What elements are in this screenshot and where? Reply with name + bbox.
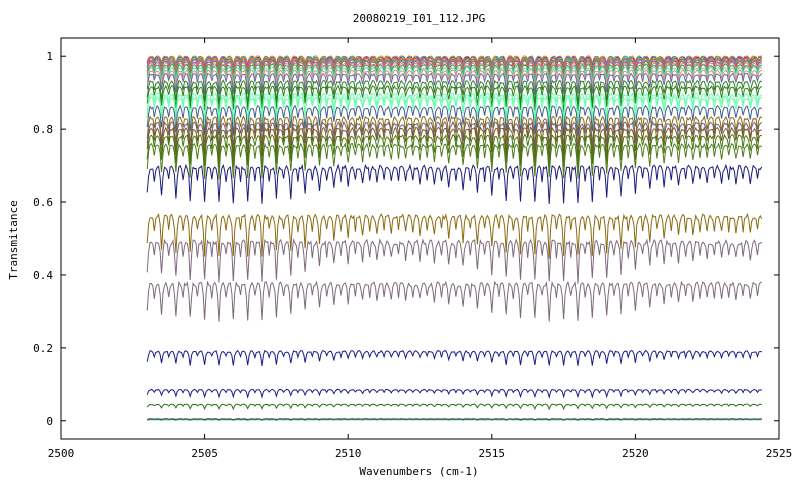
x-tick-label: 2520: [622, 447, 649, 460]
y-tick-label: 0.8: [33, 123, 53, 136]
spectrum-line: [146, 79, 763, 105]
spectrum-line: [146, 388, 762, 399]
spectrum-line: [146, 403, 762, 411]
spectrum-line: [146, 84, 763, 113]
spectrum-line: [147, 419, 762, 421]
spectrum-line: [146, 133, 762, 169]
spectrum-line: [146, 61, 763, 79]
x-tick-label: 2510: [335, 447, 362, 460]
y-tick-label: 0.6: [33, 196, 53, 209]
chart-title: 20080219_I01_112.JPG: [353, 12, 485, 25]
y-tick-label: 1: [46, 50, 53, 63]
spectrum-line: [146, 72, 763, 95]
spectrum-line: [146, 163, 763, 205]
spectrum-line: [146, 142, 763, 180]
spectrum-line: [146, 63, 763, 81]
y-tick-label: 0: [46, 415, 53, 428]
spectrum-line: [146, 95, 762, 125]
x-tick-label: 2505: [191, 447, 218, 460]
spectrum-line: [146, 57, 762, 71]
spectra-series: [146, 55, 763, 421]
spectrum-line: [146, 66, 763, 85]
x-axis-ticks: 2500 2505 2510 2515 2520 2525: [48, 38, 793, 460]
spectrum-line: [146, 104, 763, 136]
plot-frame: [60, 37, 780, 440]
x-tick-label: 2525: [766, 447, 793, 460]
spectrum-line: [146, 60, 763, 75]
y-axis-ticks: 0 0.2 0.4 0.6 0.8 1: [33, 50, 779, 428]
spectrum-line: [146, 212, 763, 259]
spectrum-line: [146, 92, 762, 122]
y-tick-label: 0.2: [33, 342, 53, 355]
spectrum-line: [146, 120, 763, 155]
spectrum-line: [146, 349, 762, 366]
spectrum-line: [146, 59, 762, 74]
x-axis-label: Wavenumbers (cm-1): [359, 465, 478, 478]
y-axis-label: Transmitance: [7, 200, 20, 279]
spectrum-line: [146, 238, 763, 284]
spectrum-line: [146, 280, 762, 322]
x-tick-label: 2500: [48, 447, 75, 460]
spectrum-line: [146, 68, 762, 90]
x-tick-label: 2515: [479, 447, 506, 460]
spectrum-line: [146, 126, 763, 161]
spectrum-line: [147, 418, 762, 421]
spectrum-line: [146, 115, 763, 149]
y-tick-label: 0.4: [33, 269, 53, 282]
